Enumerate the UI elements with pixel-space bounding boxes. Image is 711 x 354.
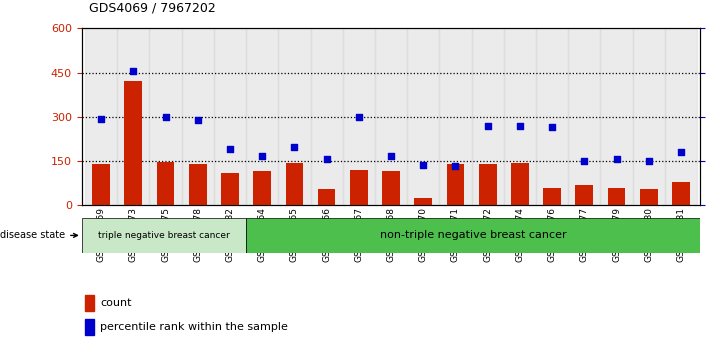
Bar bbox=[343, 28, 375, 205]
Bar bbox=[85, 295, 94, 311]
Bar bbox=[375, 28, 407, 205]
Bar bbox=[479, 164, 496, 205]
Text: GDS4069 / 7967202: GDS4069 / 7967202 bbox=[89, 1, 215, 14]
Point bbox=[643, 158, 655, 164]
Bar bbox=[246, 28, 278, 205]
Bar bbox=[85, 319, 94, 335]
Bar bbox=[286, 163, 304, 205]
Bar bbox=[511, 162, 529, 205]
Text: non-triple negative breast cancer: non-triple negative breast cancer bbox=[380, 230, 567, 240]
Bar bbox=[350, 170, 368, 205]
Point bbox=[95, 116, 107, 121]
Point bbox=[321, 156, 332, 162]
Point bbox=[128, 68, 139, 74]
Bar bbox=[85, 28, 117, 205]
Point bbox=[482, 123, 493, 129]
Bar bbox=[214, 28, 246, 205]
Bar bbox=[124, 81, 142, 205]
Bar bbox=[221, 173, 239, 205]
Bar bbox=[439, 28, 471, 205]
Bar bbox=[253, 171, 271, 205]
Point bbox=[257, 153, 268, 159]
Bar bbox=[156, 162, 174, 205]
Bar bbox=[383, 171, 400, 205]
Bar bbox=[471, 28, 504, 205]
Bar bbox=[665, 28, 697, 205]
Bar bbox=[415, 198, 432, 205]
Bar bbox=[504, 28, 536, 205]
Bar bbox=[536, 28, 568, 205]
Text: percentile rank within the sample: percentile rank within the sample bbox=[100, 321, 288, 332]
Bar bbox=[447, 164, 464, 205]
Bar bbox=[640, 189, 658, 205]
Bar bbox=[117, 28, 149, 205]
Bar bbox=[568, 28, 601, 205]
Point bbox=[192, 118, 203, 123]
Bar bbox=[601, 28, 633, 205]
Point bbox=[417, 162, 429, 167]
Point bbox=[611, 156, 622, 162]
Bar bbox=[318, 189, 336, 205]
Point bbox=[579, 158, 590, 164]
Bar bbox=[92, 164, 110, 205]
Text: count: count bbox=[100, 298, 132, 308]
Point bbox=[514, 123, 525, 129]
Bar bbox=[633, 28, 665, 205]
Bar bbox=[543, 188, 561, 205]
Bar bbox=[575, 185, 593, 205]
Point bbox=[289, 144, 300, 150]
Text: disease state: disease state bbox=[0, 230, 77, 240]
Bar bbox=[672, 182, 690, 205]
Point bbox=[224, 146, 235, 152]
Bar bbox=[278, 28, 311, 205]
Bar bbox=[246, 218, 700, 253]
Point bbox=[353, 114, 365, 120]
Bar bbox=[407, 28, 439, 205]
Bar bbox=[82, 218, 246, 253]
Bar bbox=[189, 164, 207, 205]
Bar bbox=[608, 188, 626, 205]
Bar bbox=[181, 28, 214, 205]
Bar bbox=[311, 28, 343, 205]
Point bbox=[450, 164, 461, 169]
Point bbox=[385, 153, 397, 159]
Point bbox=[675, 149, 687, 155]
Bar bbox=[149, 28, 181, 205]
Point bbox=[547, 125, 558, 130]
Point bbox=[160, 114, 171, 120]
Text: triple negative breast cancer: triple negative breast cancer bbox=[98, 231, 230, 240]
